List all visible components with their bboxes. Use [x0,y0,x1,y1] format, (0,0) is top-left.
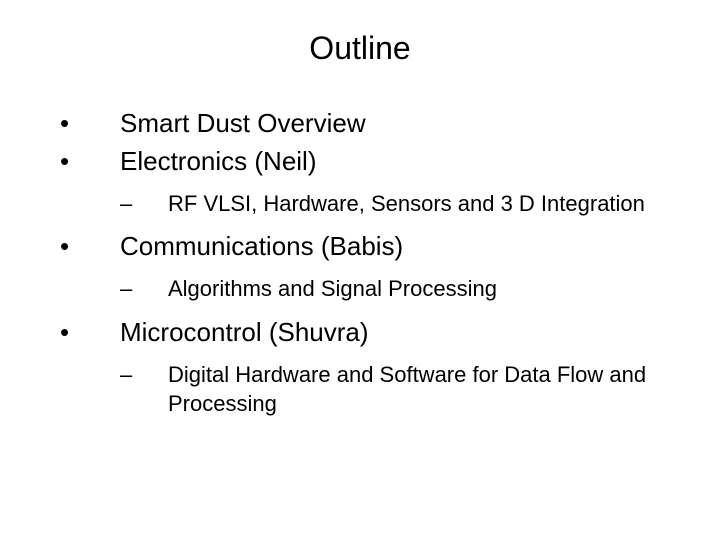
list-item-text: Microcontrol (Shuvra) [120,316,369,350]
list-item: • Smart Dust Overview [60,107,680,141]
bullet-icon: • [60,316,120,350]
list-item: • Communications (Babis) [60,230,680,264]
sub-list-item-text: RF VLSI, Hardware, Sensors and 3 D Integ… [168,189,645,219]
sub-list-item-text: Algorithms and Signal Processing [168,274,497,304]
bullet-icon: • [60,107,120,141]
slide-title: Outline [40,30,680,67]
sub-list-item-text: Digital Hardware and Software for Data F… [168,360,680,419]
list-item: • Electronics (Neil) [60,145,680,179]
dash-icon: – [120,360,168,390]
list-item-text: Electronics (Neil) [120,145,317,179]
sub-list-item: – Algorithms and Signal Processing [60,274,680,304]
bullet-icon: • [60,145,120,179]
sub-list-item: – Digital Hardware and Software for Data… [60,360,680,419]
list-item: • Microcontrol (Shuvra) [60,316,680,350]
dash-icon: – [120,274,168,304]
sub-list-item: – RF VLSI, Hardware, Sensors and 3 D Int… [60,189,680,219]
dash-icon: – [120,189,168,219]
list-item-text: Communications (Babis) [120,230,403,264]
bullet-icon: • [60,230,120,264]
outline-content: • Smart Dust Overview • Electronics (Nei… [40,107,680,419]
list-item-text: Smart Dust Overview [120,107,366,141]
